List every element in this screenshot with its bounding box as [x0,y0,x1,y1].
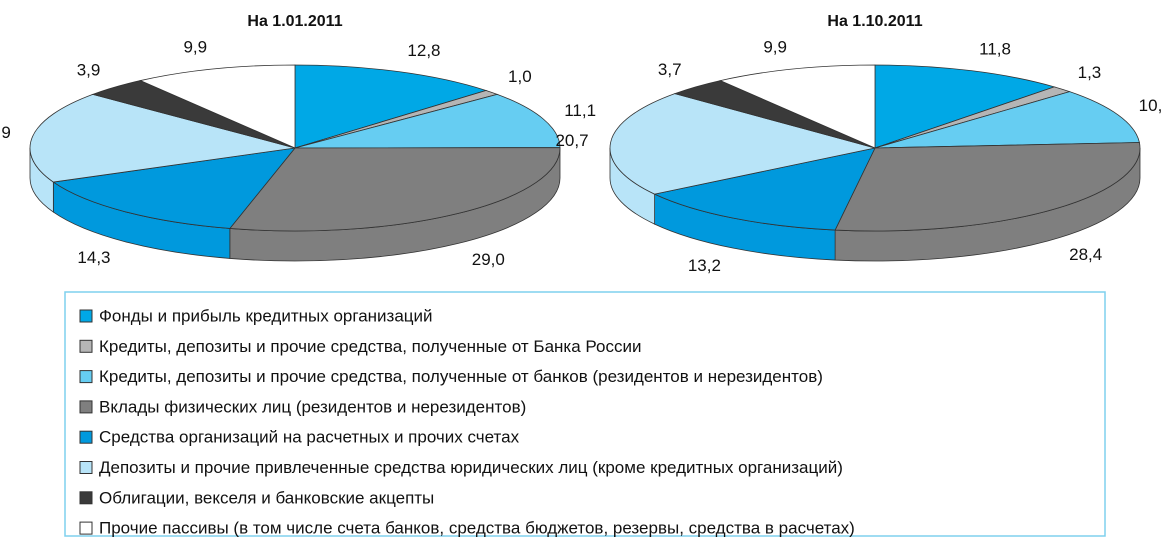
legend-swatch [79,370,93,384]
legend-label: Депозиты и прочие привлеченные средства … [99,458,843,477]
data-label: 17,9 [0,123,11,142]
legend-label: Кредиты, депозиты и прочие средства, пол… [99,367,823,386]
slice [294,93,561,149]
data-label: 3,9 [77,60,101,79]
legend-swatch [79,339,93,353]
data-label: 12,8 [407,41,440,60]
legend-swatch [79,309,93,323]
data-label: 28,4 [1069,245,1102,264]
slice [653,147,876,231]
data-label: 3,7 [658,60,682,79]
chart-title: На 1.10.2011 [827,13,922,30]
slice [29,93,296,183]
slice [294,64,488,149]
data-label: 20,7 [555,131,588,150]
slice [52,147,296,229]
legend-label: Прочие пассивы (в том числе счета банков… [99,519,855,538]
slice [874,91,1140,149]
slice [139,64,296,149]
legend-label: Средства организаций на расчетных и проч… [99,428,520,447]
legend-label: Кредиты, депозиты и прочие средства, пол… [99,337,641,356]
data-label: 29,0 [472,250,505,269]
slice [229,147,561,232]
legend-swatch [79,491,93,505]
legend-swatch [79,521,93,535]
legend-swatch [79,461,93,474]
data-label: 10,8 [1139,96,1162,115]
legend-swatch [79,430,93,444]
slice [719,64,876,149]
legend-label: Вклады физических лиц (резидентов и нере… [99,397,526,416]
legend-box [64,291,1106,537]
legend-label: Фонды и прибыль кредитных организаций [99,306,433,325]
data-label: 14,3 [77,248,110,267]
legend-swatch [79,400,93,414]
slice [609,93,876,195]
slice [874,64,1056,149]
data-label: 1,0 [508,67,532,86]
chart-title: На 1.01.2011 [247,13,342,30]
slice [834,142,1141,232]
data-label: 11,8 [979,40,1011,59]
data-label: 9,9 [763,38,787,57]
legend-label: Облигации, векселя и банковские акцепты [99,488,434,507]
data-label: 13,2 [688,256,721,275]
data-label: 9,9 [183,38,207,57]
data-label: 11,1 [564,101,596,120]
data-label: 1,3 [1078,63,1102,82]
